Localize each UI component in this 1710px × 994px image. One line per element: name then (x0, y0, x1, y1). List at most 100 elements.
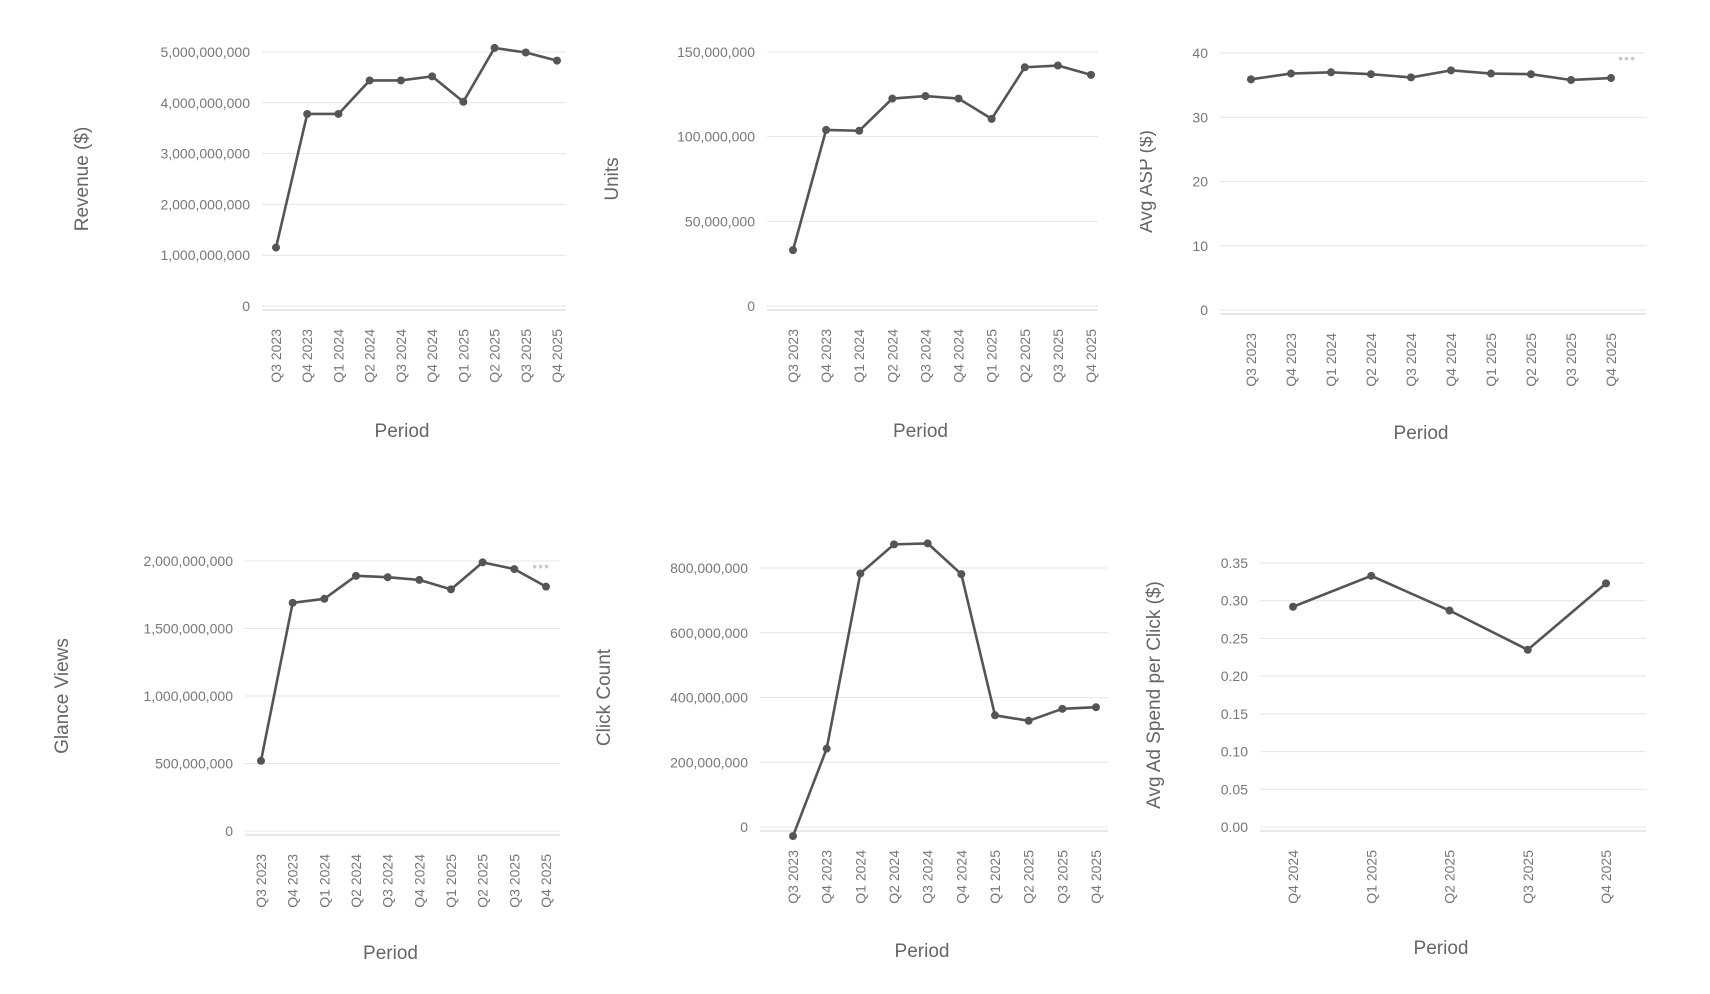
data-point (272, 243, 280, 252)
x-tick-label: Q3 2023 (785, 329, 801, 383)
chart-units: 0 50,000,000 100,000,000 150,000,000 Q3 2023… (602, 44, 1099, 442)
y-axis-title: Units (602, 157, 623, 200)
y-axis-title: Revenue ($) (72, 127, 93, 232)
x-tick-label: Q3 2025 (506, 854, 522, 908)
data-point (1567, 75, 1575, 84)
x-tick-label: Q4 2025 (1598, 850, 1614, 904)
x-tick-label: Q2 2024 (348, 854, 364, 908)
data-point (1607, 74, 1615, 83)
data-point (1367, 571, 1376, 580)
data-point (957, 570, 966, 579)
y-tick-label: 0 (740, 819, 748, 835)
y-tick-label: 1,000,000,000 (143, 688, 233, 704)
data-point (890, 540, 898, 549)
data-point (822, 744, 831, 753)
x-tick-label: Q4 2025 (1603, 333, 1619, 387)
x-tick-label: Q4 2024 (411, 854, 427, 908)
y-tick-label: 2,000,000,000 (160, 196, 250, 212)
x-tick-label: Q3 2025 (1050, 329, 1066, 383)
data-point (352, 571, 360, 580)
x-tick-label: Q1 2025 (443, 854, 459, 908)
x-tick-label: Q2 2025 (475, 854, 491, 908)
data-point (257, 756, 265, 765)
data-point (1087, 70, 1095, 79)
x-tick-label: Q2 2024 (1363, 333, 1379, 387)
x-tick-label: Q2 2025 (487, 329, 503, 383)
x-tick-label: Q2 2025 (1523, 333, 1539, 387)
y-tick-label: 800,000,000 (670, 560, 748, 576)
y-tick-label: 0.35 (1221, 555, 1248, 571)
data-point (923, 539, 932, 548)
x-tick-label: Q4 2023 (818, 329, 834, 383)
data-point (921, 92, 930, 101)
x-tick-label: Q4 2023 (819, 850, 835, 904)
data-point (1367, 70, 1375, 79)
y-tick-label: 100,000,000 (677, 129, 755, 145)
y-tick-label: 5,000,000,000 (160, 44, 250, 60)
x-tick-label: Q3 2023 (1243, 333, 1259, 387)
data-point (856, 569, 865, 578)
y-tick-label: 0.15 (1221, 706, 1248, 722)
data-point (954, 94, 963, 103)
data-point (365, 76, 374, 85)
y-tick-label: 10 (1192, 238, 1208, 254)
x-tick-label: Q3 2024 (380, 854, 396, 908)
y-tick-label: 4,000,000,000 (160, 95, 250, 111)
y-tick-label: 3,000,000,000 (160, 146, 250, 162)
data-point (1058, 704, 1067, 713)
y-tick-label: 0 (225, 823, 233, 839)
series-line (791, 542, 1098, 838)
x-tick-label: Q3 2025 (518, 329, 534, 383)
x-tick-label: Q1 2025 (1483, 333, 1499, 387)
legend-marker: ••• (532, 558, 550, 574)
data-point (1024, 716, 1033, 725)
chart-avg-ad-spend-per-click: 0.00 0.05 0.10 0.15 0.20 0.25 0.30 0.35 Q4 2024 Q… (1144, 555, 1646, 959)
y-tick-label: 0 (1200, 302, 1208, 318)
y-tick-label: 1,500,000,000 (143, 621, 233, 637)
x-tick-label: Q2 2025 (1017, 329, 1033, 383)
x-tick-label: Q4 2023 (285, 854, 301, 908)
y-tick-label: 0.00 (1221, 819, 1248, 835)
x-axis-title: Period (1394, 423, 1449, 444)
data-point (521, 48, 530, 57)
data-point (1092, 703, 1100, 712)
y-tick-label: 40 (1192, 45, 1208, 61)
x-tick-label: Q4 2025 (1083, 329, 1099, 383)
y-tick-label: 0.20 (1221, 668, 1248, 684)
x-tick-label: Q3 2024 (920, 850, 936, 904)
data-point (396, 76, 405, 85)
x-tick-label: Q3 2025 (1054, 850, 1070, 904)
y-axis-title: Avg ASP ($) (1140, 130, 1157, 233)
x-axis-title: Period (895, 941, 950, 962)
data-point (1447, 66, 1455, 75)
x-tick-label: Q2 2024 (884, 329, 900, 383)
data-point (789, 246, 797, 255)
x-axis-title: Period (893, 421, 948, 442)
x-tick-label: Q4 2023 (299, 329, 315, 383)
series-line (259, 561, 548, 763)
data-point (888, 94, 897, 103)
data-point (447, 585, 455, 594)
y-tick-label: 600,000,000 (670, 625, 748, 641)
y-tick-label: 2,000,000,000 (143, 553, 233, 569)
x-tick-label: Q3 2024 (917, 329, 933, 383)
y-tick-label: 1,000,000,000 (160, 247, 250, 263)
legend-marker: ••• (1618, 50, 1636, 66)
data-point (987, 114, 996, 123)
y-axis-title: Click Count (594, 648, 615, 746)
x-tick-label: Q4 2024 (424, 329, 440, 383)
y-tick-label: 0 (747, 298, 755, 314)
x-tick-label: Q2 2024 (362, 329, 378, 383)
x-axis-title: Period (1414, 938, 1469, 959)
data-point (1247, 75, 1255, 84)
x-tick-label: Q4 2025 (1088, 850, 1104, 904)
y-tick-label: 150,000,000 (677, 44, 755, 60)
y-tick-label: 0.30 (1221, 593, 1248, 609)
data-point (855, 126, 864, 135)
x-tick-label: Q1 2024 (330, 329, 346, 383)
x-axis-title: Period (363, 943, 418, 964)
x-tick-label: Q3 2025 (1563, 333, 1579, 387)
x-tick-label: Q3 2023 (253, 854, 269, 908)
chart-revenue: 0 1,000,000,000 2,000,000,000 3,000,000,000… (72, 43, 566, 442)
